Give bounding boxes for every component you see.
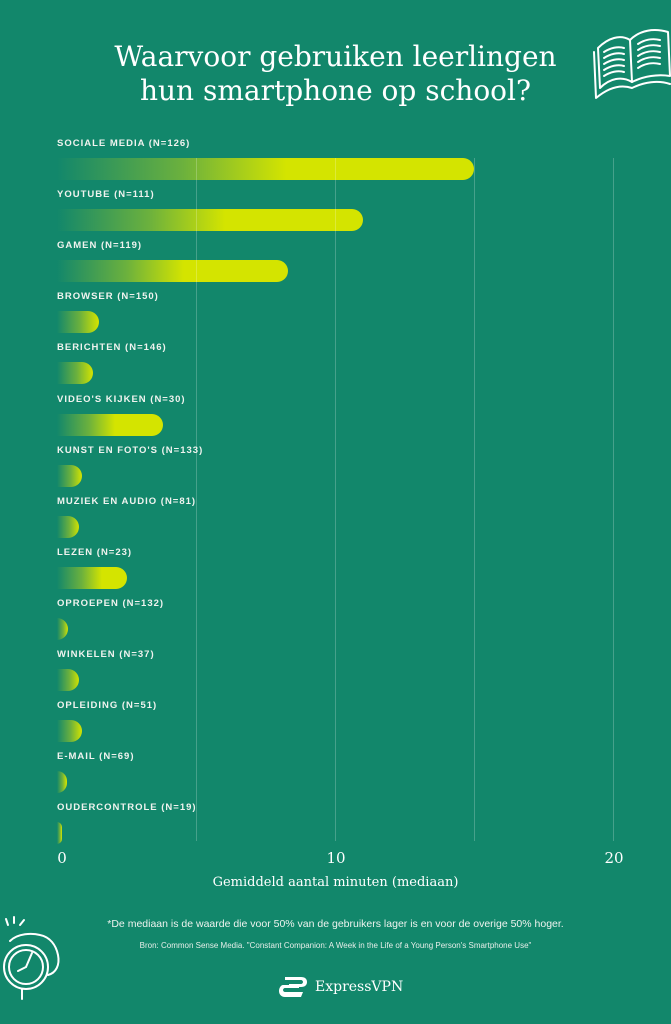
title-line-1: Waarvoor gebruiken leerlingen: [114, 40, 557, 73]
bar-label: MUZIEK EN AUDIO (N=81): [57, 495, 197, 507]
source-citation: Bron: Common Sense Media. "Constant Comp…: [139, 941, 532, 950]
gridline: [335, 158, 336, 841]
bar: [57, 669, 80, 691]
bar-label: SOCIALE MEDIA (N=126): [57, 138, 191, 149]
bar: [57, 771, 67, 794]
bar: [57, 209, 363, 232]
x-axis-label: Gemiddeld aantal minuten (mediaan): [212, 875, 459, 890]
bar: [57, 464, 83, 487]
alarm-clock-icon: [3, 916, 60, 1000]
bar: [57, 822, 62, 845]
bar-label: WINKELEN (N=37): [57, 649, 155, 660]
bar-label: OPLEIDING (N=51): [57, 700, 158, 712]
bar: [57, 566, 127, 589]
bar: [57, 362, 94, 385]
bar-label: KUNST EN FOTO'S (N=133): [57, 444, 204, 456]
brand-logo: ExpressVPN: [279, 977, 403, 997]
bar: [57, 158, 474, 180]
chart-title: Waarvoor gebruiken leerlingen hun smartp…: [0, 40, 671, 108]
x-tick-20: 20: [604, 849, 624, 867]
bar-label: BROWSER (N=150): [57, 291, 159, 303]
expressvpn-logo-icon: [279, 977, 307, 997]
bar-label: LEZEN (N=23): [57, 546, 133, 558]
bar: [57, 260, 288, 283]
bar-label: E-MAIL (N=69): [57, 751, 135, 763]
x-tick-0: 0: [57, 849, 67, 867]
footnote: *De mediaan is de waarde die voor 50% va…: [107, 918, 564, 930]
title-line-2: hun smartphone op school?: [139, 74, 531, 107]
bar: [57, 515, 80, 538]
gridline: [196, 158, 197, 841]
bar-label: BERICHTEN (N=146): [57, 342, 167, 354]
bar-label: VIDEO'S KIJKEN (N=30): [57, 393, 186, 405]
bar-label: YOUTUBE (N=111): [57, 189, 155, 201]
bar: [57, 720, 83, 743]
gridline: [613, 158, 614, 841]
bar-label: OUDERCONTROLE (N=19): [57, 802, 197, 814]
x-tick-10: 10: [326, 849, 346, 867]
open-book-icon: [593, 29, 671, 99]
gridline: [474, 158, 475, 841]
bar-label: GAMEN (N=119): [57, 240, 143, 252]
bar: [57, 413, 163, 436]
bar: [57, 311, 99, 334]
bar-label: OPROEPEN (N=132): [57, 597, 165, 609]
bar-chart: SOCIALE MEDIA (N=126) YOUTUBE (N=111) GAME…: [57, 138, 614, 845]
brand-name: ExpressVPN: [315, 979, 404, 995]
bar: [57, 617, 69, 640]
